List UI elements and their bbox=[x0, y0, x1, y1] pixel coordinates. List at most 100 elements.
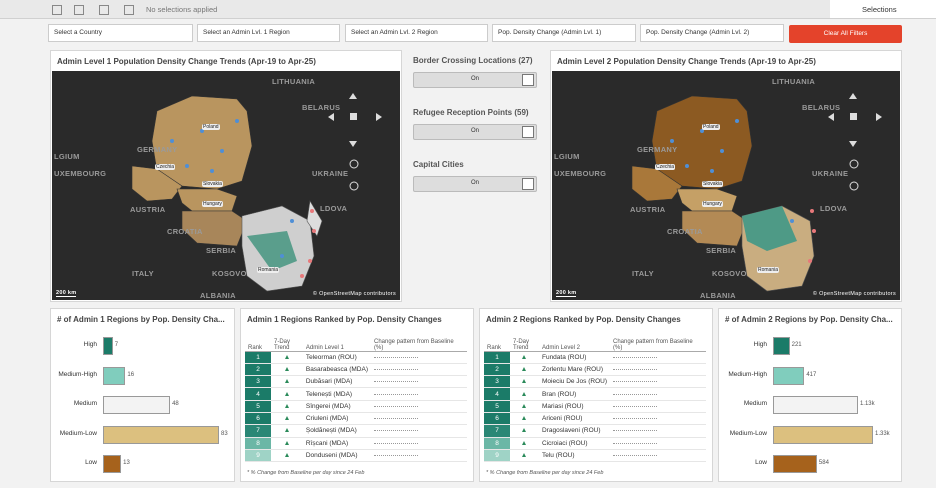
table-row[interactable]: 1 Teleorman (ROU) bbox=[245, 351, 467, 364]
country-label: ALBANIA bbox=[200, 291, 236, 300]
rank-cell: 6 bbox=[484, 412, 510, 426]
filter-dropdown[interactable]: Select an Admin Lvl. 2 Region bbox=[345, 24, 488, 42]
icon[interactable] bbox=[74, 5, 84, 15]
table-row[interactable]: 2 Basarabeasca (MDA) bbox=[245, 363, 467, 377]
panel-title: # of Admin 2 Regions by Pop. Density Cha… bbox=[725, 315, 893, 324]
bar[interactable] bbox=[103, 337, 113, 355]
bar[interactable] bbox=[773, 425, 873, 444]
filter-dropdown[interactable]: Pop. Density Change (Admin Lvl. 1) bbox=[492, 24, 636, 42]
sparkline-cell bbox=[610, 424, 706, 438]
table-row[interactable]: 6 Criuleni (MDA) bbox=[245, 412, 467, 426]
country-label: GERMANY bbox=[137, 145, 178, 154]
layer-icon bbox=[522, 178, 534, 190]
trend-arrow bbox=[284, 453, 289, 458]
map[interactable]: LITHUANIA BELARUS GERMANY LGIUM UXEMBOURG UKR… bbox=[52, 71, 400, 300]
country-label: AUSTRIA bbox=[630, 205, 666, 214]
rank-cell: 9 bbox=[245, 449, 271, 463]
column-header[interactable]: Admin Level 2 bbox=[538, 331, 610, 352]
bar[interactable] bbox=[773, 396, 858, 414]
map[interactable]: LITHUANIA BELARUS GERMANY LGIUM UXEMBOURG UKR… bbox=[552, 71, 900, 300]
table-row[interactable]: 8 Cicroiaci (ROU) bbox=[484, 437, 706, 450]
bar[interactable] bbox=[103, 366, 126, 385]
trend-arrow bbox=[522, 416, 527, 421]
layer-icon bbox=[522, 126, 534, 138]
sparkline bbox=[374, 430, 418, 432]
bar-category: Low bbox=[755, 459, 767, 466]
table-row[interactable]: 7 Șoldănești (MDA) bbox=[245, 424, 467, 438]
layer-title: Refugee Reception Points (59) bbox=[413, 108, 529, 117]
selections-button[interactable]: Selections bbox=[830, 0, 936, 18]
table-row[interactable]: 1 Fundata (ROU) bbox=[484, 351, 706, 364]
bar[interactable] bbox=[103, 396, 171, 414]
panel-title: Admin Level 2 Population Density Change … bbox=[557, 57, 816, 66]
footnote: * % Change from Baseline per day since 2… bbox=[486, 470, 604, 476]
column-header[interactable]: Rank bbox=[245, 331, 271, 352]
table-row[interactable]: 3 Dubăsari (MDA) bbox=[245, 375, 467, 389]
table-row[interactable]: 6 Ariceni (ROU) bbox=[484, 412, 706, 426]
bar[interactable] bbox=[773, 455, 817, 473]
icon[interactable] bbox=[52, 5, 62, 15]
layer-toggle[interactable]: On bbox=[413, 176, 537, 192]
trend-cell bbox=[271, 351, 303, 364]
country-label: UXEMBOURG bbox=[554, 169, 607, 178]
column-header[interactable]: Rank bbox=[484, 331, 510, 352]
trend-arrow bbox=[284, 391, 289, 396]
country-label: LDOVA bbox=[820, 204, 848, 213]
column-header[interactable]: 7-Day Trend bbox=[510, 331, 539, 352]
table-row[interactable]: 4 Bran (ROU) bbox=[484, 387, 706, 401]
trend-cell bbox=[271, 400, 303, 413]
icon[interactable] bbox=[124, 5, 134, 15]
table-row[interactable]: 5 Mariasi (ROU) bbox=[484, 400, 706, 413]
trend-arrow bbox=[522, 440, 527, 445]
table-row[interactable]: 2 Zorlentu Mare (ROU) bbox=[484, 363, 706, 377]
filter-dropdown[interactable]: Pop. Density Change (Admin Lvl. 2) bbox=[640, 24, 784, 42]
map-controls[interactable] bbox=[328, 93, 382, 191]
map-controls[interactable] bbox=[828, 93, 882, 191]
country-label: BELARUS bbox=[802, 103, 841, 112]
clear-filters-button[interactable]: Clear All Filters bbox=[789, 25, 902, 43]
sparkline bbox=[374, 405, 418, 407]
country-label: CROATIA bbox=[667, 227, 703, 236]
rank-cell: 7 bbox=[245, 424, 271, 438]
table-panel: Admin 1 Regions Ranked by Pop. Density C… bbox=[240, 308, 474, 482]
sparkline bbox=[613, 356, 657, 358]
column-header[interactable]: Change pattern from Baseline (%) bbox=[371, 331, 467, 352]
table-row[interactable]: 5 Sîngerei (MDA) bbox=[245, 400, 467, 413]
column-header[interactable]: Admin Level 1 bbox=[302, 331, 371, 352]
sparkline-cell bbox=[610, 437, 706, 450]
rank-cell: 1 bbox=[245, 351, 271, 364]
table-row[interactable]: 9 Telu (ROU) bbox=[484, 449, 706, 463]
bar[interactable] bbox=[103, 455, 122, 473]
selection-status: No selections applied bbox=[146, 5, 218, 14]
icon[interactable] bbox=[99, 5, 109, 15]
rank-cell: 8 bbox=[484, 437, 510, 450]
region bbox=[247, 231, 297, 271]
table-panel: Admin 2 Regions Ranked by Pop. Density C… bbox=[479, 308, 713, 482]
bar-category: High bbox=[753, 341, 767, 348]
table-row[interactable]: 7 Dragoslaveni (ROU) bbox=[484, 424, 706, 438]
column-header[interactable]: Change pattern from Baseline (%) bbox=[610, 331, 706, 352]
table-row[interactable]: 3 Moieciu De Jos (ROU) bbox=[484, 375, 706, 389]
trend-arrow bbox=[522, 379, 527, 384]
sparkline-cell bbox=[610, 351, 706, 364]
table-row[interactable]: 8 Rîșcani (MDA) bbox=[245, 437, 467, 450]
filter-dropdown[interactable]: Select an Admin Lvl. 1 Region bbox=[197, 24, 340, 42]
layer-toggle[interactable]: On bbox=[413, 124, 537, 140]
bar[interactable] bbox=[773, 337, 790, 355]
layer-toggle[interactable]: On bbox=[413, 72, 537, 88]
sparkline bbox=[613, 442, 657, 444]
table-row[interactable]: 4 Telenești (MDA) bbox=[245, 387, 467, 401]
rank-cell: 9 bbox=[484, 449, 510, 463]
trend-cell bbox=[510, 351, 539, 364]
column-header[interactable]: 7-Day Trend bbox=[271, 331, 303, 352]
country-label: AUSTRIA bbox=[130, 205, 166, 214]
table-row[interactable]: 9 Donduseni (MDA) bbox=[245, 449, 467, 463]
region-name: Teleorman (ROU) bbox=[302, 351, 371, 364]
bar[interactable] bbox=[103, 425, 219, 444]
bar-value-label: 1.13k bbox=[859, 401, 875, 407]
bar[interactable] bbox=[773, 366, 805, 385]
trend-cell bbox=[510, 449, 539, 463]
filter-dropdown[interactable]: Select a Country bbox=[48, 24, 193, 42]
trend-cell bbox=[510, 437, 539, 450]
